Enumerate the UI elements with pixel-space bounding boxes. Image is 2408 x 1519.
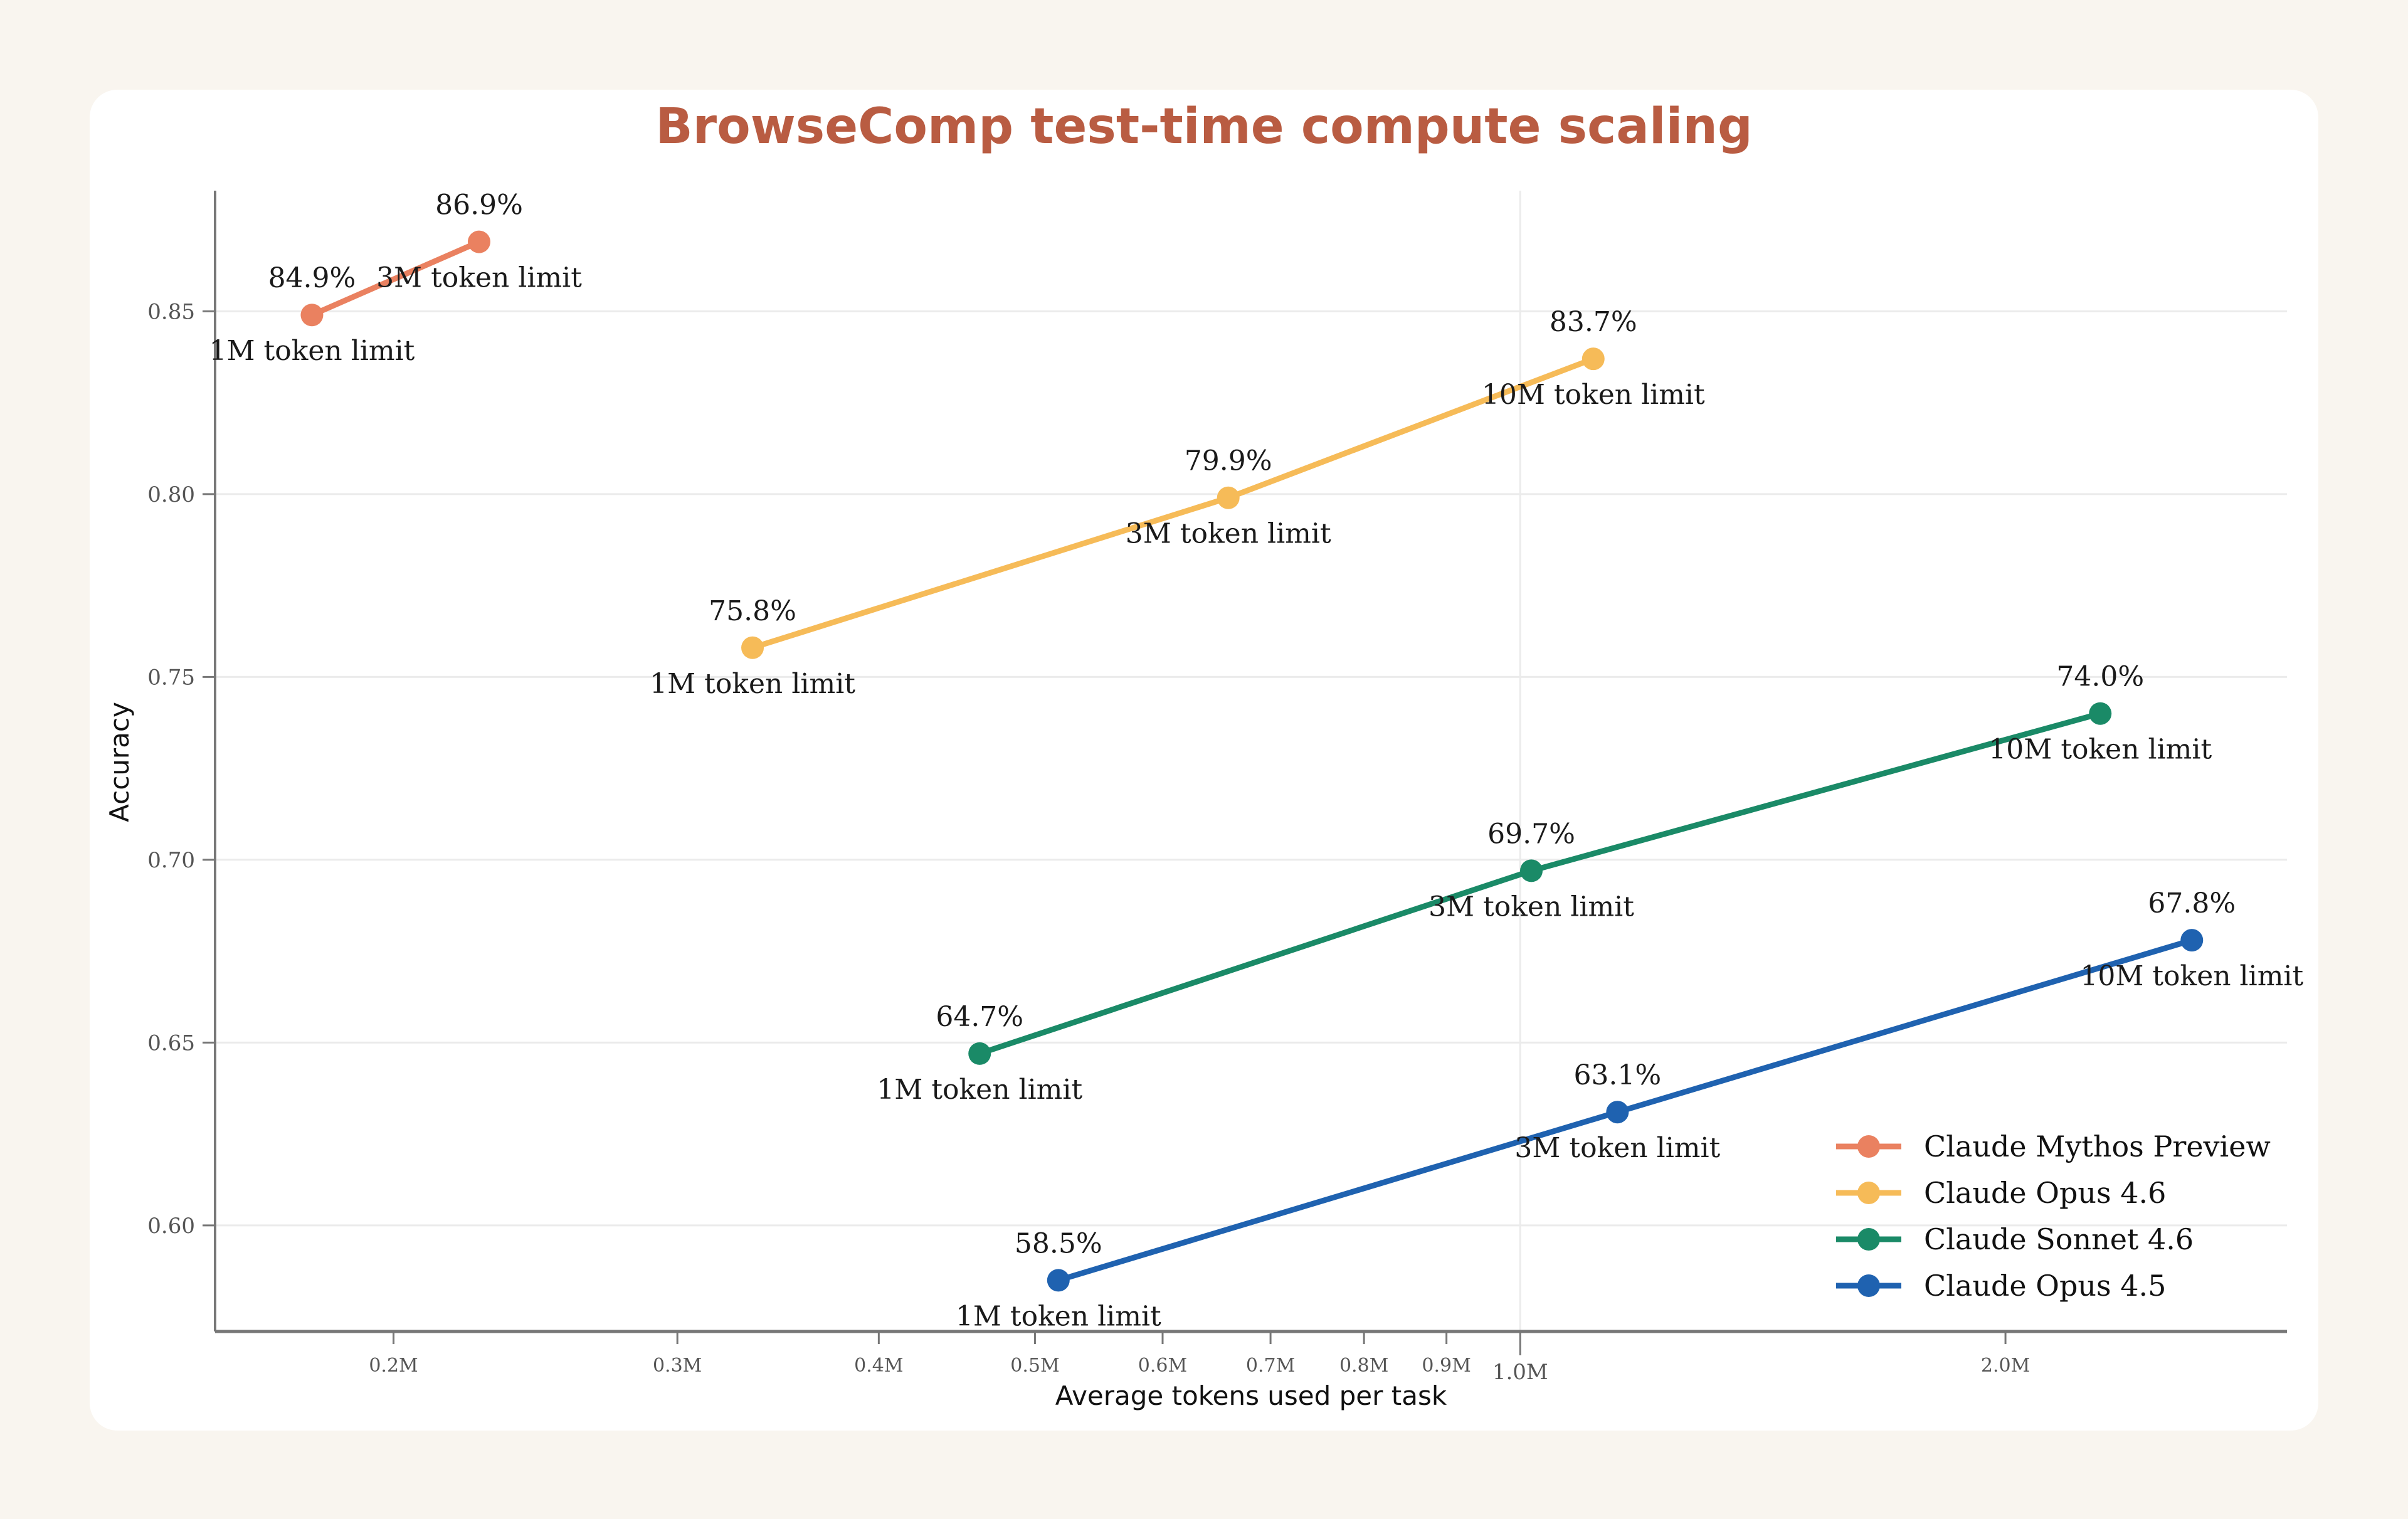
x-tick-label: 2.0M	[1981, 1355, 2030, 1377]
data-point	[2180, 929, 2204, 952]
y-tick-label: 0.60	[147, 1214, 195, 1239]
series-line	[978, 711, 2101, 1057]
point-label: 3M token limit	[1428, 891, 1634, 923]
point-label: 3M token limit	[1514, 1132, 1720, 1164]
y-tick-label: 0.80	[147, 482, 195, 507]
x-tick-label: 0.3M	[653, 1355, 702, 1377]
value-label: 74.0%	[2056, 661, 2144, 693]
data-point	[741, 636, 764, 659]
legend-label: Claude Opus 4.6	[1924, 1176, 2166, 1210]
point-label: 1M token limit	[956, 1300, 1161, 1332]
point-label: 10M token limit	[1988, 734, 2212, 766]
value-label: 75.8%	[709, 595, 796, 627]
legend: Claude Mythos Preview Claude Opus 4.6 Clau…	[1836, 1130, 2271, 1303]
point-label: 1M token limit	[650, 668, 855, 700]
legend-item: Claude Sonnet 4.6	[1836, 1222, 2194, 1256]
y-tick-label: 0.85	[147, 299, 195, 324]
value-label: 79.9%	[1185, 445, 1272, 477]
point-label: 1M token limit	[877, 1074, 1082, 1106]
x-tick-label: 0.6M	[1138, 1355, 1187, 1377]
x-tick-label: 0.7M	[1246, 1355, 1295, 1377]
chart-card	[90, 90, 2318, 1431]
value-label: 86.9%	[435, 189, 523, 221]
value-label: 69.7%	[1487, 818, 1575, 850]
legend-marker-icon	[1857, 1274, 1880, 1297]
legend-marker-icon	[1857, 1135, 1880, 1158]
x-tick-label: 1.0M	[1492, 1360, 1548, 1385]
x-tick-label: 0.2M	[369, 1355, 418, 1377]
data-point	[467, 230, 490, 253]
legend-marker-icon	[1857, 1182, 1880, 1204]
value-label: 58.5%	[1015, 1227, 1102, 1259]
point-label: 10M token limit	[2080, 960, 2303, 992]
y-tick-label: 0.75	[147, 665, 195, 690]
x-tick-label: 0.8M	[1339, 1355, 1388, 1377]
series-line	[751, 356, 1595, 651]
value-label: 83.7%	[1550, 306, 1637, 338]
value-label: 67.8%	[2148, 887, 2236, 919]
data-point	[1217, 486, 1240, 509]
legend-item: Claude Opus 4.6	[1836, 1176, 2166, 1210]
legend-marker-icon	[1857, 1228, 1880, 1251]
series-line	[310, 239, 480, 318]
data-point	[2089, 702, 2112, 725]
data-labels: 84.9% 1M token limit 86.9% 3M token limit 75…	[209, 189, 2304, 1333]
series-group	[300, 230, 2204, 1292]
point-label: 1M token limit	[209, 335, 415, 367]
x-tick-label: 0.9M	[1422, 1355, 1471, 1377]
y-tick-label: 0.65	[147, 1030, 195, 1056]
x-axis-label: Average tokens used per task	[1055, 1380, 1447, 1411]
point-label: 10M token limit	[1482, 379, 1705, 411]
y-axis-label: Accuracy	[104, 702, 135, 822]
value-label: 64.7%	[936, 1001, 1023, 1033]
data-point	[300, 304, 324, 327]
point-label: 3M token limit	[376, 262, 582, 294]
data-point	[968, 1042, 991, 1065]
data-point	[1606, 1101, 1629, 1124]
legend-label: Claude Mythos Preview	[1924, 1130, 2271, 1163]
x-tick-label: 0.4M	[854, 1355, 903, 1377]
data-point	[1047, 1269, 1070, 1292]
data-point	[1519, 859, 1543, 882]
x-tick-label: 0.5M	[1010, 1355, 1059, 1377]
y-tick-label: 0.70	[147, 848, 195, 873]
value-label: 84.9%	[268, 262, 356, 294]
legend-label: Claude Sonnet 4.6	[1924, 1222, 2194, 1256]
value-label: 63.1%	[1573, 1059, 1661, 1091]
legend-label: Claude Opus 4.5	[1924, 1269, 2166, 1303]
y-ticks: 0.60 0.65 0.70 0.75 0.80 0.85	[147, 299, 215, 1239]
legend-item: Claude Opus 4.5	[1836, 1269, 2166, 1303]
data-point	[1582, 347, 1605, 371]
legend-item: Claude Mythos Preview	[1836, 1130, 2271, 1163]
x-ticks: 0.2M 0.3M 0.4M 0.5M 0.6M 0.7M 0.8M 0.9M 1.0M 2.0M	[369, 1331, 2030, 1385]
chart-title: BrowseComp test-time compute scaling	[655, 98, 1753, 155]
axes	[214, 191, 2287, 1333]
point-label: 3M token limit	[1126, 518, 1331, 550]
